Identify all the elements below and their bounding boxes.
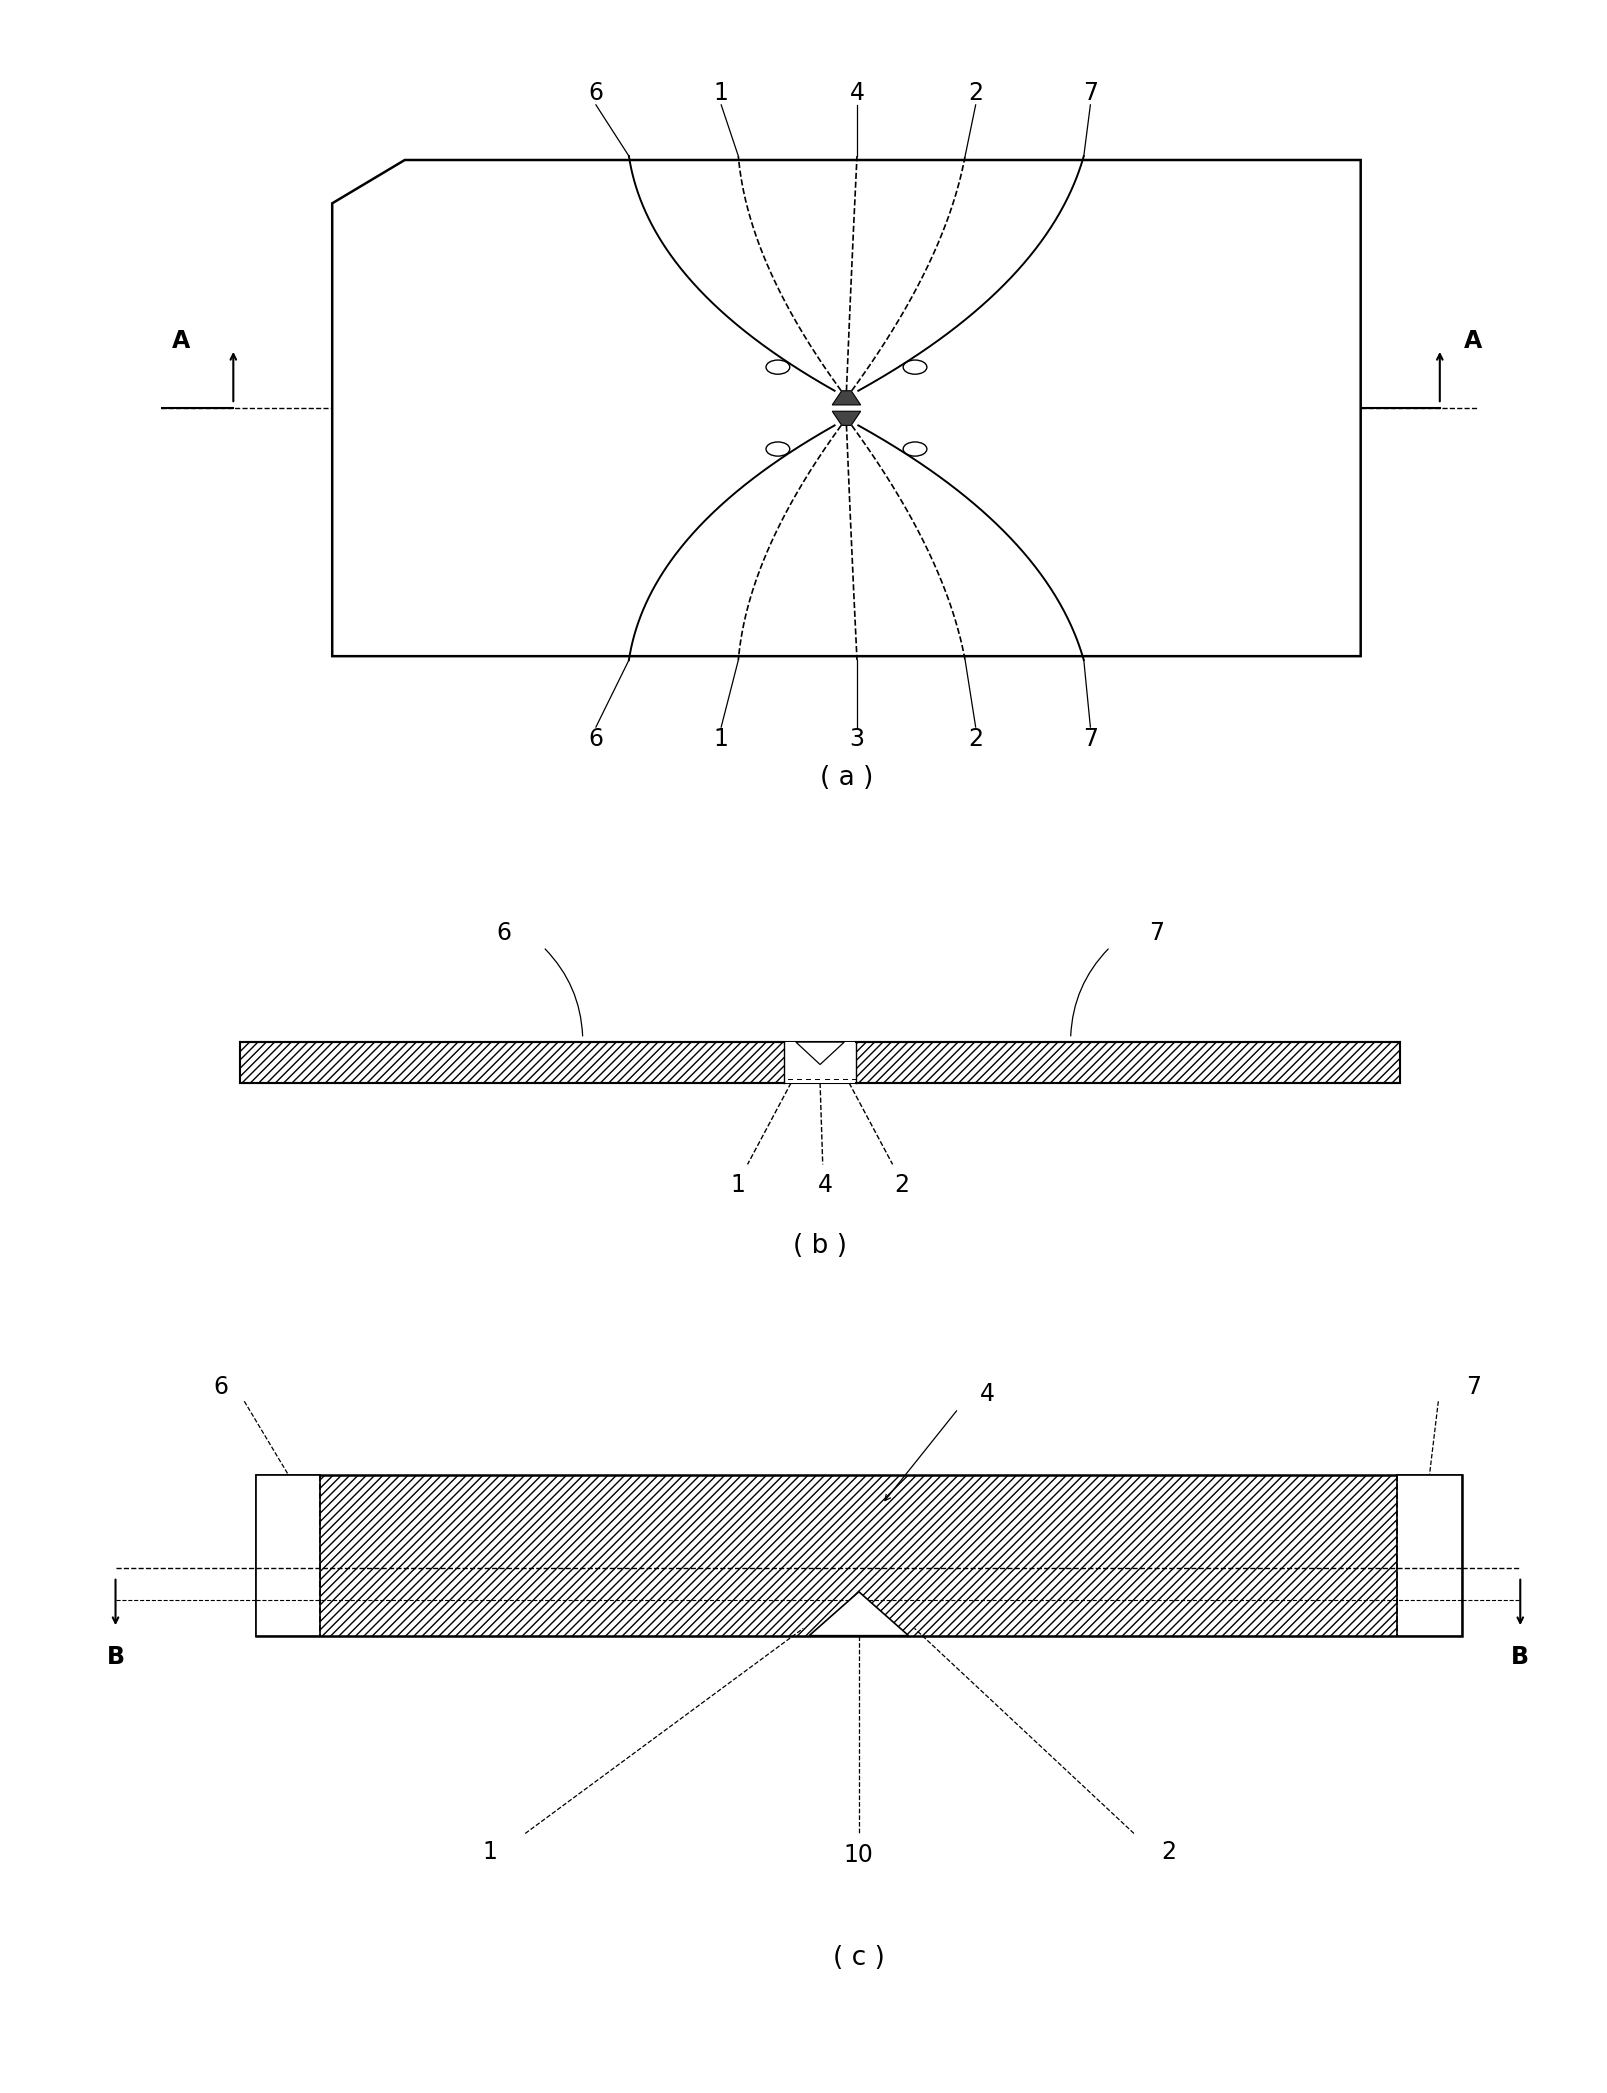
Text: 7: 7: [1082, 82, 1098, 105]
Polygon shape: [256, 1476, 320, 1637]
Text: ( a ): ( a ): [820, 766, 873, 791]
Text: 7: 7: [1466, 1375, 1480, 1398]
Text: 2: 2: [967, 82, 982, 105]
Polygon shape: [832, 410, 860, 425]
Bar: [256, 1476, 1461, 1637]
Text: ( c ): ( c ): [832, 1944, 884, 1972]
Polygon shape: [808, 1593, 908, 1637]
Text: ( b ): ( b ): [792, 1233, 847, 1258]
Text: 7: 7: [1147, 921, 1163, 946]
Text: B: B: [1511, 1645, 1528, 1670]
Text: A: A: [1462, 329, 1482, 354]
Polygon shape: [832, 391, 860, 404]
Text: 6: 6: [497, 921, 511, 946]
Text: 1: 1: [482, 1840, 497, 1863]
Text: 3: 3: [848, 726, 865, 751]
Text: 1: 1: [714, 82, 728, 105]
Text: A: A: [172, 329, 190, 354]
Text: 4: 4: [818, 1172, 832, 1197]
Text: 10: 10: [844, 1844, 873, 1867]
Text: 4: 4: [980, 1381, 995, 1406]
Text: 1: 1: [714, 726, 728, 751]
Text: 7: 7: [1082, 726, 1098, 751]
Bar: [783, 1042, 857, 1082]
Text: 6: 6: [588, 82, 603, 105]
Text: B: B: [106, 1645, 124, 1670]
Text: 1: 1: [731, 1172, 746, 1197]
Text: 4: 4: [848, 82, 865, 105]
Bar: [239, 1042, 1400, 1082]
Text: 6: 6: [588, 726, 603, 751]
Polygon shape: [1396, 1476, 1461, 1637]
Text: 2: 2: [1160, 1840, 1176, 1863]
Text: 2: 2: [893, 1172, 910, 1197]
Text: 6: 6: [214, 1375, 228, 1398]
Text: 2: 2: [967, 726, 982, 751]
